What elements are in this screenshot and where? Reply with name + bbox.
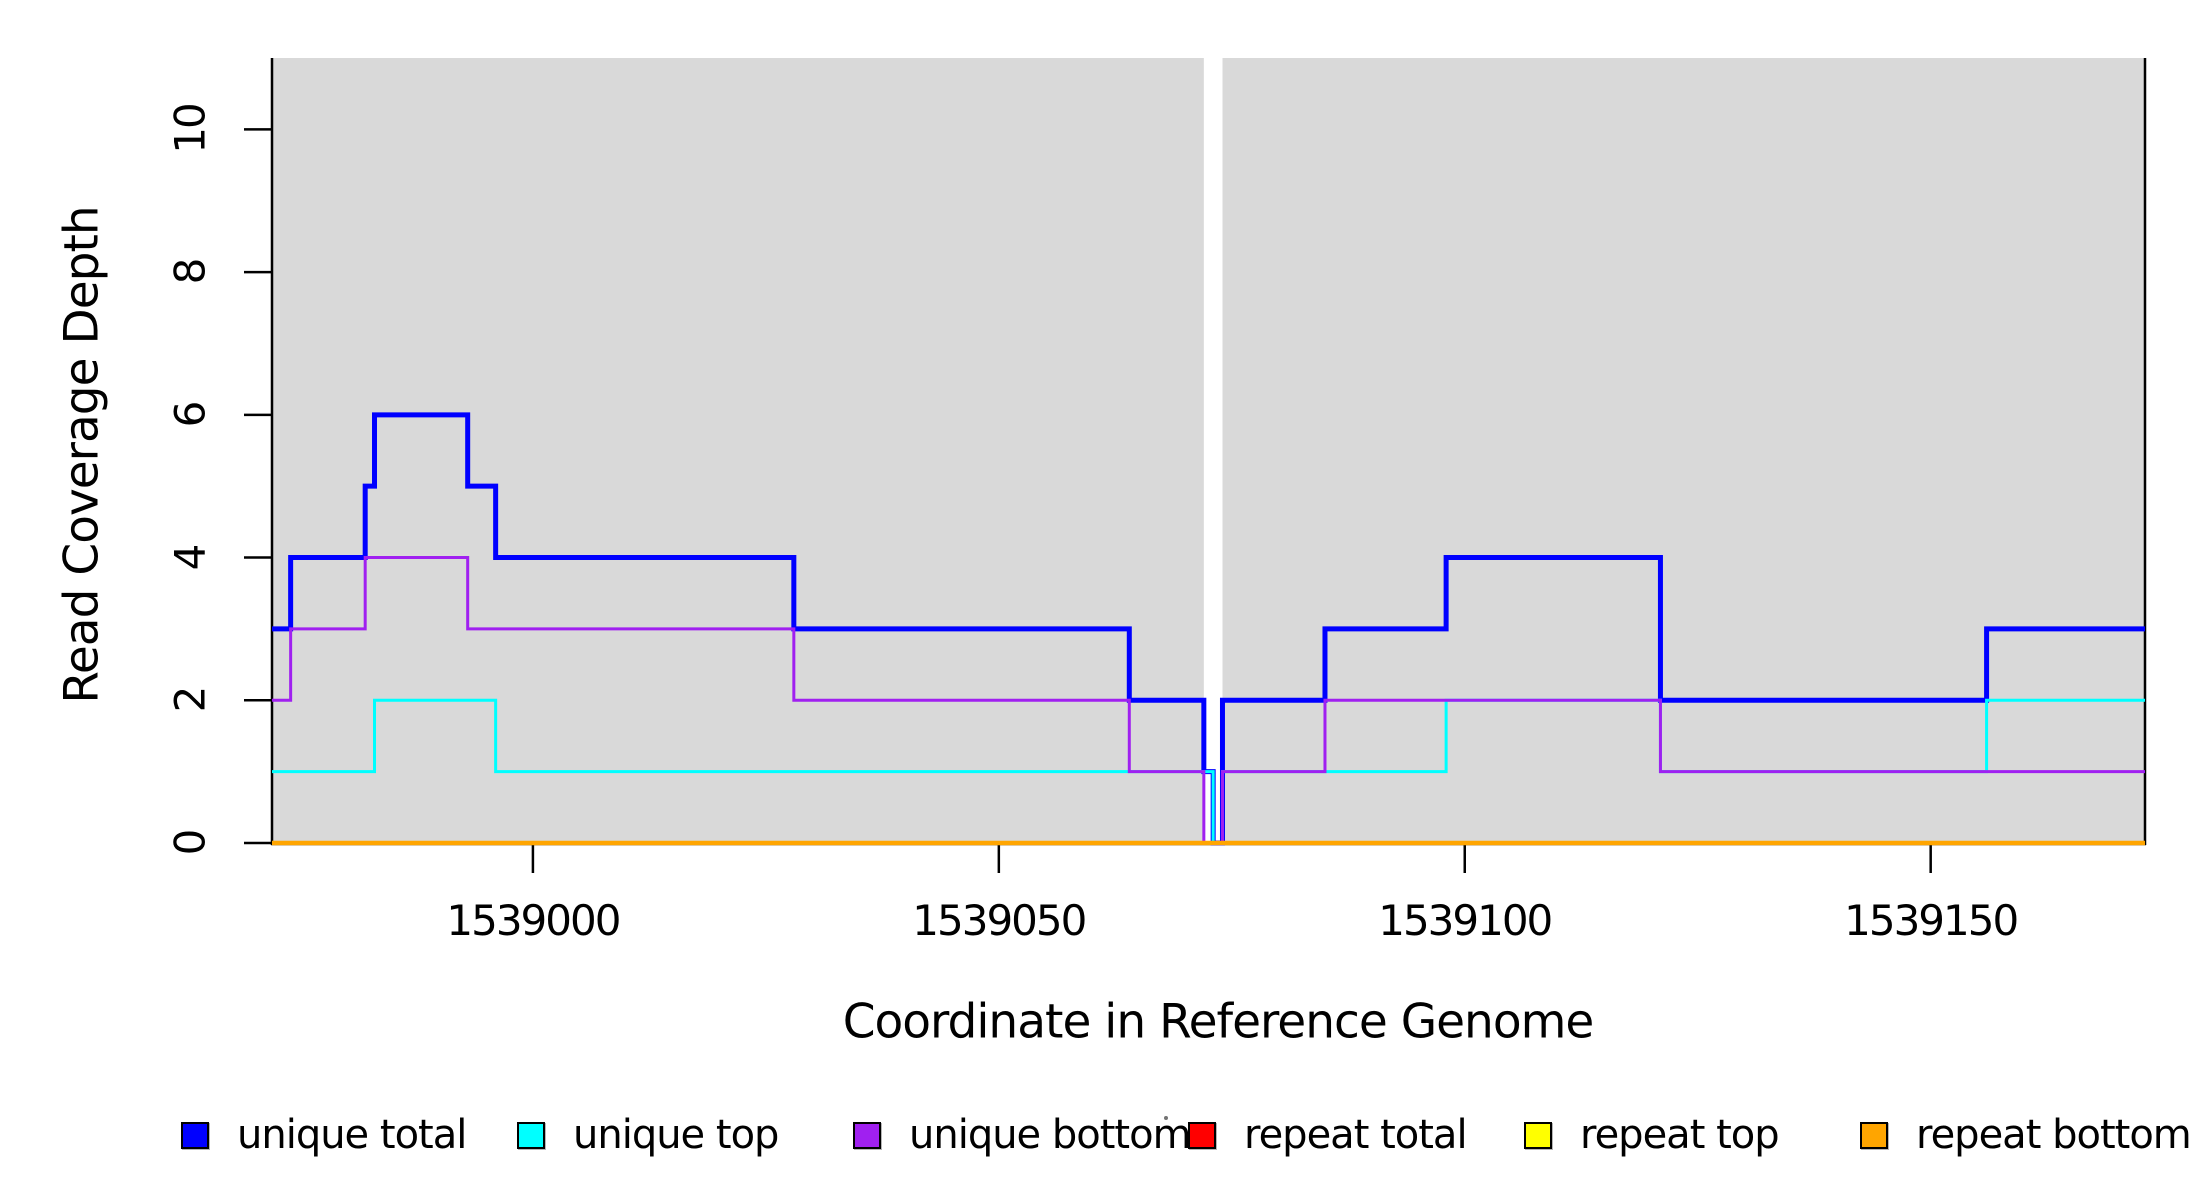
legend-label: unique bottom bbox=[909, 1112, 1192, 1158]
x-tick-label-1539150: 1539150 bbox=[1844, 896, 2019, 945]
legend-label: unique top bbox=[573, 1112, 779, 1158]
y-tick-label-0: 0 bbox=[165, 830, 215, 856]
series-unique-total bbox=[272, 412, 2145, 846]
legend-item-repeat-bottom: repeat bottom bbox=[1860, 1112, 2192, 1158]
legend-item-repeat-total: repeat total bbox=[1188, 1112, 1468, 1158]
x-tick-label-1539100: 1539100 bbox=[1378, 896, 1553, 945]
repeat-total-swatch-icon bbox=[1188, 1121, 1216, 1149]
unique-total-swatch-icon bbox=[181, 1121, 209, 1149]
y-tick-label-4: 4 bbox=[165, 545, 215, 570]
unique-bottom-swatch-icon bbox=[853, 1121, 881, 1149]
plot-background-segment-1 bbox=[1222, 58, 2145, 843]
legend-item-repeat-top: repeat top bbox=[1524, 1112, 1780, 1158]
legend-label: unique total bbox=[237, 1112, 467, 1158]
x-tick-label-1539000: 1539000 bbox=[446, 896, 621, 945]
y-axis-title: Read Coverage Depth bbox=[54, 206, 110, 704]
plot-background-segment-0 bbox=[272, 58, 1204, 843]
y-tick-label-6: 6 bbox=[165, 402, 215, 428]
legend-item-unique-top: unique top bbox=[517, 1112, 779, 1158]
y-tick-label-8: 8 bbox=[165, 259, 215, 285]
repeat-top-swatch-icon bbox=[1524, 1121, 1552, 1149]
x-tick-label-1539050: 1539050 bbox=[912, 896, 1087, 945]
legend-item-unique-bottom: unique bottom bbox=[853, 1112, 1192, 1158]
repeat-bottom-swatch-icon bbox=[1860, 1121, 1888, 1149]
legend-label: repeat top bbox=[1580, 1112, 1780, 1158]
legend-label: repeat total bbox=[1244, 1112, 1468, 1158]
y-tick-label-2: 2 bbox=[165, 687, 215, 713]
legend-label: repeat bottom bbox=[1916, 1112, 2192, 1158]
legend-item-unique-total: unique total bbox=[181, 1112, 467, 1158]
render-artifact-dot bbox=[1164, 1116, 1168, 1120]
unique-top-swatch-icon bbox=[517, 1121, 545, 1149]
series-unique-bottom bbox=[272, 556, 2145, 845]
y-tick-label-10: 10 bbox=[165, 104, 215, 155]
x-axis-title: Coordinate in Reference Genome bbox=[842, 994, 1595, 1050]
